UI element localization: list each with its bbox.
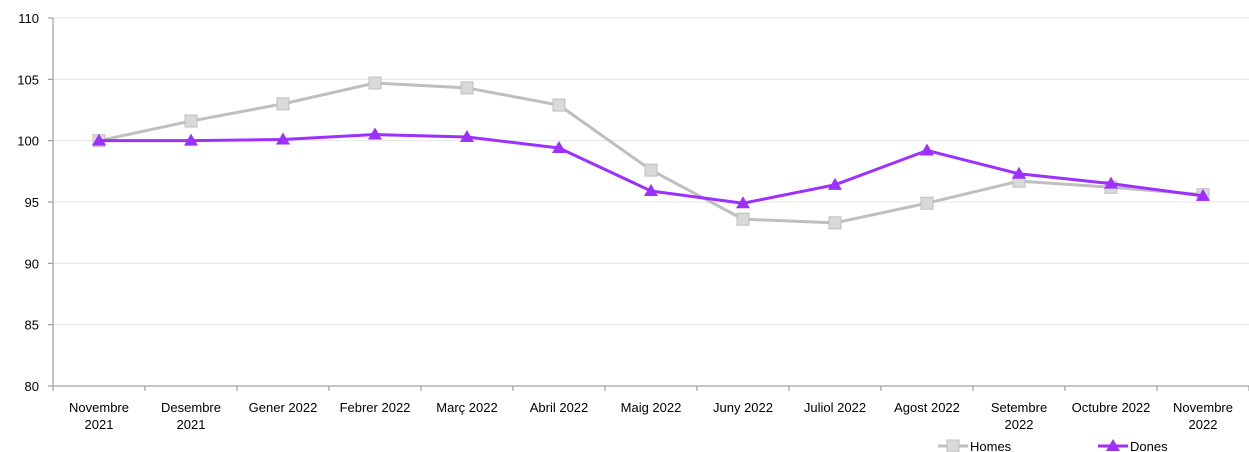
data-point-homes [920,196,934,210]
data-point-homes [552,98,566,112]
data-point-dones [644,183,658,196]
x-tick-label: Octubre 2022 [1072,400,1151,415]
data-point-dones [92,133,106,146]
y-tick-label: 100 [17,134,39,149]
legend-item-dones: Dones [1098,439,1168,452]
legend: Homes Dones [938,439,1168,452]
data-point-homes [828,216,842,230]
data-point-dones [736,196,750,209]
series-dones [92,127,1210,209]
y-tick-label: 105 [17,72,39,87]
y-tick-label: 110 [18,11,39,26]
legend-marker-homes [946,439,960,452]
data-point-homes [184,114,198,128]
data-point-homes [644,163,658,177]
legend-item-homes: Homes [938,439,1012,452]
axes [48,17,1249,391]
data-point-dones [276,132,290,145]
y-tick-label: 85 [25,318,39,333]
x-tick-label: Juliol 2022 [804,400,866,415]
data-point-dones [920,143,934,156]
data-point-homes [276,97,290,111]
y-tick-label: 80 [25,379,39,394]
series [92,76,1210,230]
tick-labels: 80 85 90 95 100 105 110 Novembre 2021 Desembre 202… [17,11,1233,432]
legend-label-homes: Homes [970,439,1012,452]
data-point-dones [1012,166,1026,179]
data-point-dones [1196,188,1210,201]
data-point-dones [184,133,198,146]
y-tick-label: 90 [25,256,39,271]
data-point-dones [552,141,566,154]
data-point-homes [368,76,382,90]
data-point-dones [368,127,382,140]
data-point-dones [1104,176,1118,189]
x-tick-label: Abril 2022 [530,400,589,415]
data-point-dones [460,129,474,142]
x-tick-label: Febrer 2022 [340,400,411,415]
x-tick-label: Novembre 2021 [69,400,129,432]
x-tick-label: Juny 2022 [713,400,773,415]
y-tick-label: 95 [25,195,39,210]
x-tick-label: Març 2022 [436,400,497,415]
data-point-dones [828,177,842,190]
legend-label-dones: Dones [1130,439,1168,452]
x-tick-label: Setembre 2022 [991,400,1047,432]
x-tick-label: Gener 2022 [249,400,318,415]
x-tick-label: Maig 2022 [621,400,682,415]
x-tick-label: Agost 2022 [894,400,960,415]
x-tick-label: Novembre 2022 [1173,400,1233,432]
data-point-homes [736,212,750,226]
data-point-homes [460,81,474,95]
x-tick-label: Desembre 2021 [161,400,221,432]
legend-marker-dones [1106,439,1120,451]
series-homes [92,76,1210,230]
